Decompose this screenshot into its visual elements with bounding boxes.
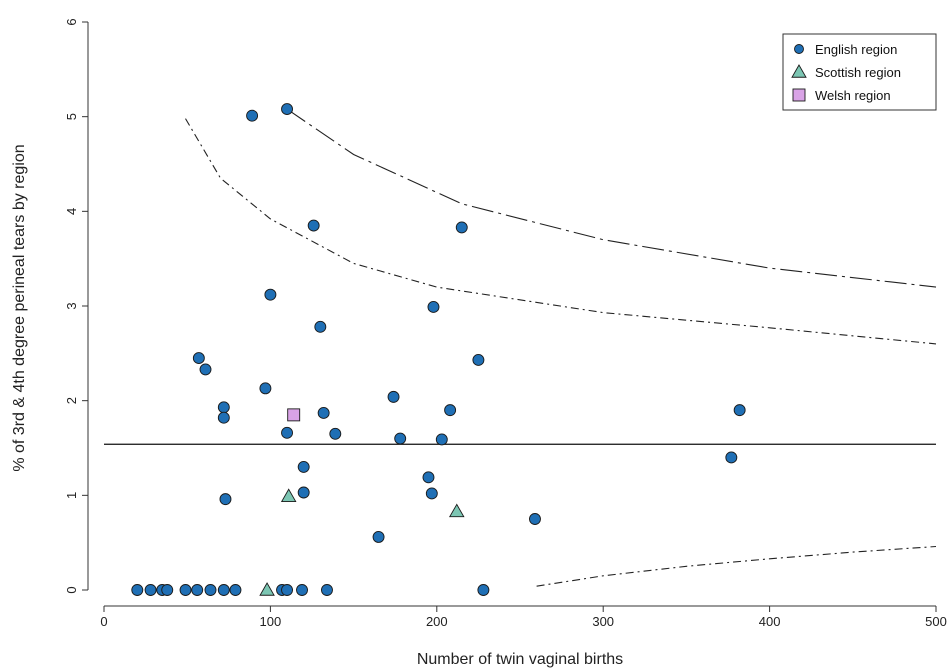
english-region-point (161, 584, 174, 596)
english-region-point (427, 300, 440, 313)
x-tick-label: 500 (925, 614, 947, 629)
y-tick-label: 5 (64, 113, 79, 120)
y-tick-label: 1 (64, 492, 79, 499)
english-region-point (217, 584, 230, 596)
y-tick-label: 4 (64, 208, 79, 215)
english-region-point (455, 221, 468, 234)
english-region-point (296, 584, 308, 596)
scottish-region-point (280, 488, 297, 502)
legend: English region Scottish region Welsh regio… (782, 33, 937, 111)
y-tick-label: 0 (64, 586, 79, 593)
legend-label-english-region: English region (815, 42, 897, 57)
english-region-point (444, 404, 457, 417)
english-region-point (246, 109, 259, 122)
y-tick-label: 6 (64, 18, 79, 25)
english-region-point (281, 426, 293, 439)
legend-box (782, 33, 937, 111)
legend-label-welsh-region: Welsh region (815, 88, 891, 103)
english-region-point (259, 382, 272, 395)
axes: 0 100 200 300 400 500 0 1 2 3 4 5 6 (64, 18, 947, 629)
x-tick-label: 200 (426, 614, 448, 629)
data-points (131, 103, 746, 596)
english-region-point (297, 486, 310, 499)
english-region-point (307, 219, 320, 232)
legend-marker-english-region (794, 44, 804, 54)
english-region-point (321, 584, 333, 596)
english-region-point (281, 103, 293, 116)
english-region-point (529, 513, 541, 525)
y-axis-title: % of 3rd & 4th degree perineal tears by … (11, 144, 28, 471)
x-tick-label: 100 (260, 614, 282, 629)
english-region-point (472, 354, 485, 366)
english-region-point (191, 584, 204, 596)
x-tick-label: 0 (100, 614, 107, 629)
control-limit-line-3 (536, 545, 937, 587)
english-region-point (199, 363, 212, 376)
english-region-point (435, 433, 448, 446)
english-region-point (317, 407, 330, 419)
english-region-point (219, 493, 232, 506)
english-region-point (192, 352, 205, 365)
legend-label-scottish-region: Scottish region (815, 65, 901, 80)
english-region-point (733, 404, 746, 417)
y-tick-label: 3 (64, 302, 79, 309)
control-limit-line-1 (286, 108, 937, 288)
english-region-point (394, 432, 407, 445)
funnel-lines (104, 108, 937, 587)
scottish-region-point (448, 503, 465, 518)
english-region-point (204, 584, 217, 596)
legend-marker-scottish-region (791, 64, 807, 78)
english-region-point (329, 427, 342, 440)
english-region-point (217, 411, 230, 424)
x-tick-label: 400 (759, 614, 781, 629)
x-tick-label: 300 (592, 614, 614, 629)
english-region-point (281, 584, 293, 596)
english-region-point (131, 584, 144, 596)
scottish-region-point (259, 582, 275, 596)
english-region-point (372, 531, 385, 543)
english-region-point (217, 401, 230, 414)
y-tick-label: 2 (64, 397, 79, 404)
english-region-point (179, 584, 192, 596)
english-region-point (264, 288, 277, 301)
english-region-point (229, 584, 242, 596)
english-region-point (387, 390, 400, 403)
control-limit-line-2 (185, 118, 937, 345)
english-region-point (725, 451, 738, 464)
english-region-point (314, 320, 327, 333)
english-region-point (425, 487, 438, 500)
legend-marker-welsh-region (792, 88, 806, 102)
welsh-region-point (287, 408, 301, 422)
english-region-point (422, 471, 435, 484)
english-region-point (477, 584, 490, 596)
english-region-point (144, 584, 157, 596)
english-region-point (297, 460, 310, 473)
x-axis-title: Number of twin vaginal births (417, 651, 623, 668)
